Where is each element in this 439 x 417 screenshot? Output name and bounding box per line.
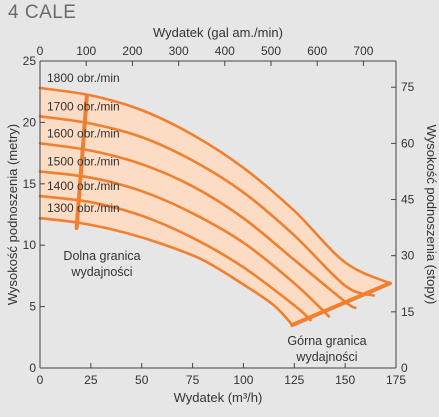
curve-line-1500 bbox=[38, 170, 331, 318]
x-bottom-tick-label: 25 bbox=[84, 373, 98, 387]
x-bottom-axis-title: Wydatek (m³/h) bbox=[174, 390, 263, 405]
y-left-tick-label: 25 bbox=[23, 54, 37, 68]
lower-limit-line bbox=[74, 94, 89, 231]
x-top-tick-label: 600 bbox=[307, 44, 327, 58]
x-bottom-tick-label: 100 bbox=[233, 373, 253, 387]
y-right-tick-label: 60 bbox=[401, 136, 415, 150]
x-top-tick-label: 300 bbox=[169, 44, 189, 58]
curve-line-1400 bbox=[38, 194, 312, 322]
y-right-tick-label: 30 bbox=[401, 249, 415, 263]
y-left-tick-label: 10 bbox=[23, 238, 37, 252]
y-left-tick-label: 0 bbox=[29, 361, 36, 375]
x-top-tick-label: 100 bbox=[76, 44, 96, 58]
curve-label: 1600 obr./min bbox=[47, 126, 120, 140]
x-top-tick-label: 700 bbox=[353, 44, 373, 58]
y-right-tick-label: 15 bbox=[401, 305, 415, 319]
curve-line-1300 bbox=[38, 216, 294, 327]
x-bottom-tick-label: 75 bbox=[186, 373, 200, 387]
x-top-tick-label: 0 bbox=[37, 44, 44, 58]
y-left-axis-title: Wysokość podnoszenia (metry) bbox=[5, 124, 20, 305]
lower-limit-annotation-line1: Dolna granica bbox=[63, 249, 140, 263]
axes bbox=[39, 60, 397, 369]
curve-label: 1300 obr./min bbox=[47, 201, 120, 215]
y-right-tick-label: 75 bbox=[401, 80, 415, 94]
curve-line-1600 bbox=[38, 142, 357, 310]
y-right-tick-label: 0 bbox=[401, 361, 408, 375]
lower-limit-annotation-line2: wydajności bbox=[70, 265, 132, 279]
x-top-tick-label: 500 bbox=[261, 44, 281, 58]
x-bottom-tick-label: 125 bbox=[284, 373, 304, 387]
upper-limit-annotation-line2: wydajności bbox=[295, 350, 357, 364]
page-title: 4 CALE bbox=[8, 2, 77, 23]
x-bottom-tick-label: 50 bbox=[135, 373, 149, 387]
x-bottom-tick-label: 0 bbox=[37, 373, 44, 387]
y-left-tick-label: 15 bbox=[23, 177, 37, 191]
x-bottom-tick-label: 150 bbox=[335, 373, 355, 387]
curve-line-1800 bbox=[38, 86, 392, 285]
curve-label: 1400 obr./min bbox=[47, 179, 120, 193]
curve-label: 1700 obr./min bbox=[47, 99, 120, 113]
curve-label: 1800 obr./min bbox=[47, 71, 120, 85]
x-top-tick-label: 400 bbox=[215, 44, 235, 58]
y-right-tick-label: 45 bbox=[401, 193, 415, 207]
curve-label: 1500 obr./min bbox=[47, 155, 120, 169]
curves bbox=[38, 86, 392, 328]
upper-limit-annotation-line1: Górna granica bbox=[287, 334, 366, 348]
x-bottom-tick-label: 175 bbox=[386, 373, 406, 387]
y-left-tick-label: 20 bbox=[23, 115, 37, 129]
x-top-tick-label: 200 bbox=[122, 44, 142, 58]
curve-line-1700 bbox=[38, 115, 375, 297]
y-left-tick-label: 5 bbox=[29, 300, 36, 314]
upper-limit-line bbox=[290, 281, 392, 328]
x-top-axis-title: Wydatek (gal am./min) bbox=[153, 25, 283, 40]
y-right-axis-title: Wysokość podnoszenia (stopy) bbox=[424, 125, 439, 305]
